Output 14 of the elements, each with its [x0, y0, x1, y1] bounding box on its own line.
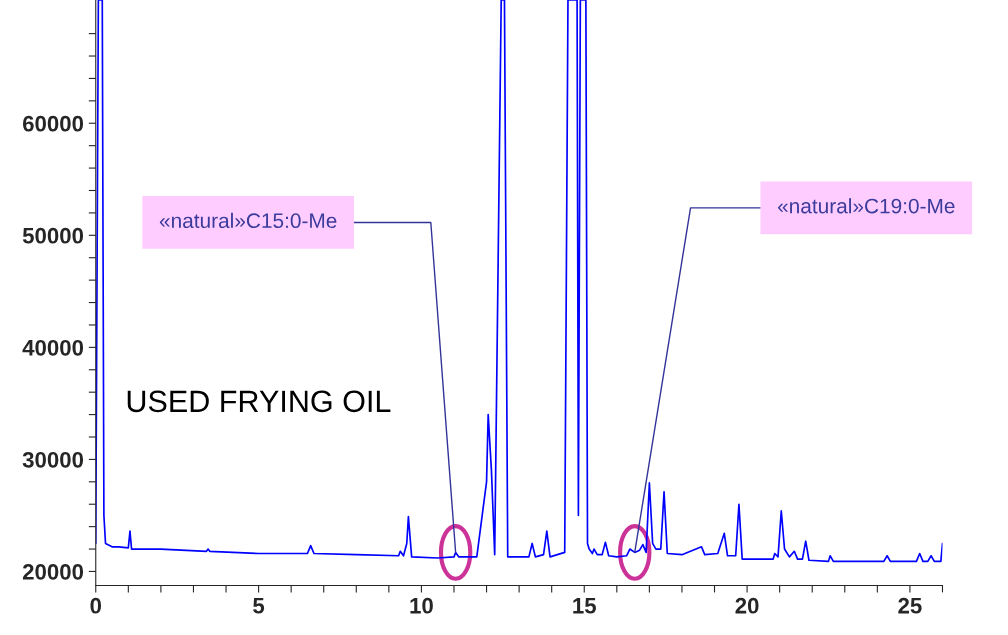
y-tick-label: 40000 — [22, 339, 84, 356]
x-tick-label: 20 — [735, 597, 759, 614]
y-tick-label: 60000 — [22, 115, 84, 132]
x-tick-label: 25 — [898, 597, 922, 614]
x-tick-label: 5 — [253, 598, 265, 614]
annotation: «natural»C15:0-Me — [159, 212, 337, 229]
x-tick-label: 10 — [410, 597, 433, 614]
y-tick-label: 30000 — [22, 451, 84, 468]
x-tick-label: 0 — [90, 597, 102, 614]
y-tick-label: 50000 — [22, 227, 84, 244]
x-tick-label: 15 — [573, 598, 596, 614]
annotation: USED FRYING OIL — [127, 390, 391, 413]
y-tick-label: 20000 — [22, 564, 84, 580]
annotation: «natural»C19:0-Me — [777, 198, 955, 214]
